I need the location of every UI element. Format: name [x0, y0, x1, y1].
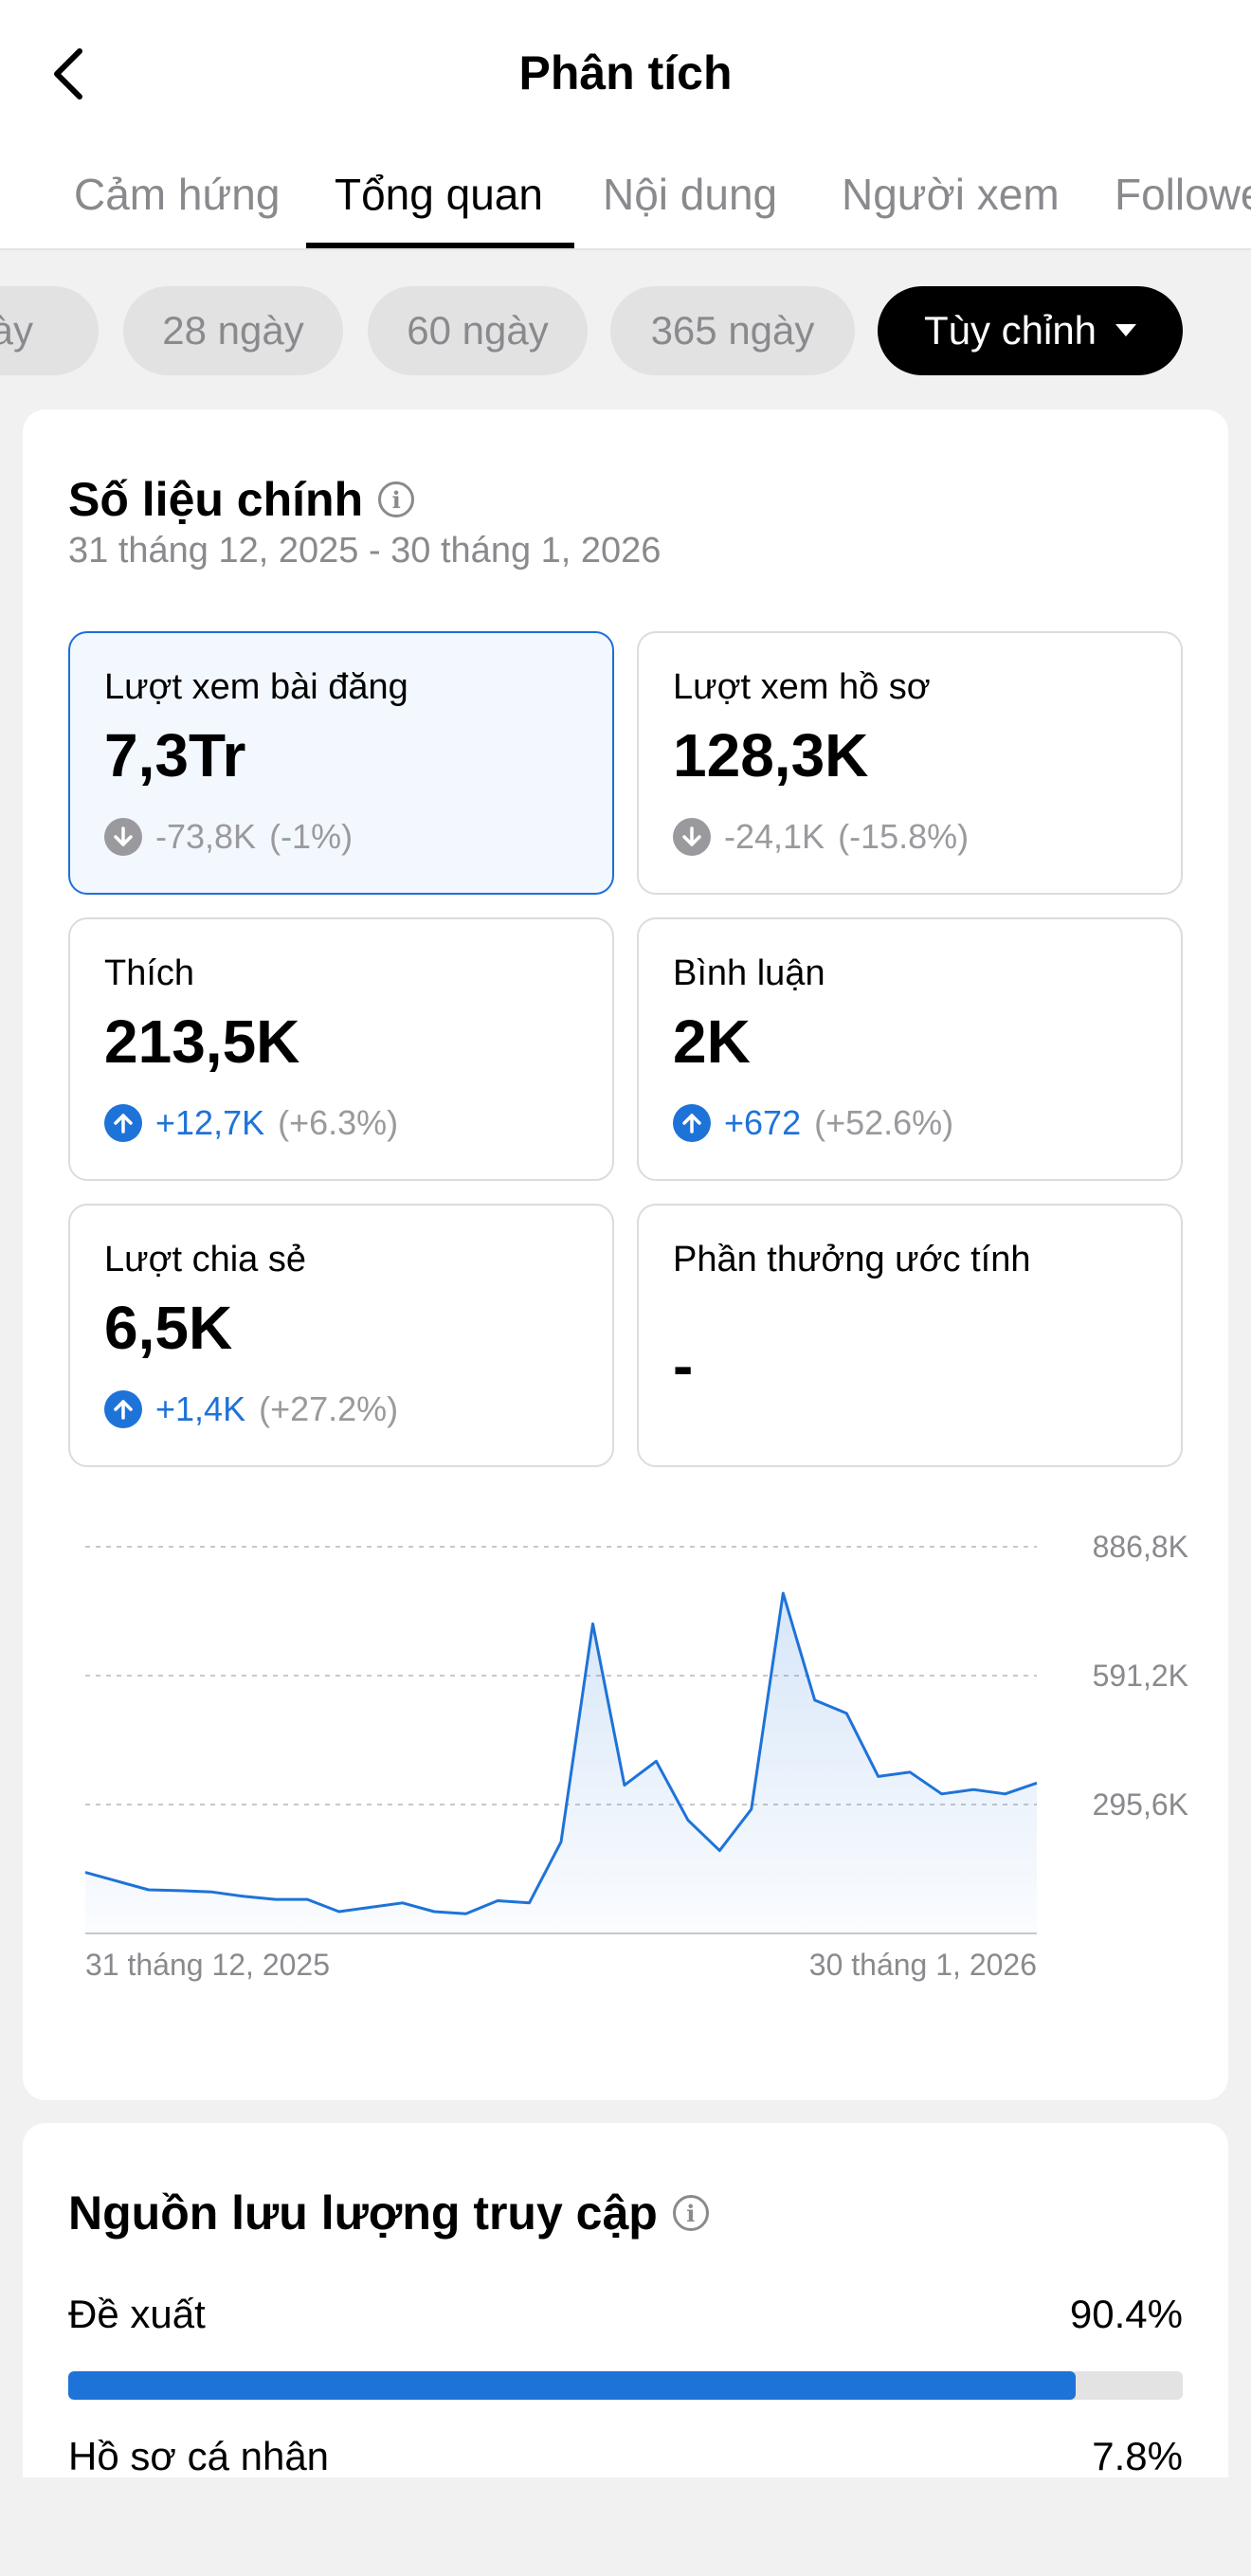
y-tick-label: 591,2K — [1093, 1659, 1188, 1693]
change-value: +672 — [724, 1103, 802, 1142]
change-percent: (+52.6%) — [814, 1103, 954, 1142]
traffic-bar — [68, 2371, 1183, 2400]
range-chip-label: 28 ngày — [162, 308, 304, 353]
back-button[interactable] — [38, 40, 99, 108]
metric-value: - — [673, 1332, 694, 1400]
x-axis-end-label: 30 tháng 1, 2026 — [809, 1948, 1037, 1982]
metric-value: 6,5K — [104, 1294, 233, 1362]
change-value: -73,8K — [155, 817, 257, 856]
x-axis-start-label: 31 tháng 12, 2025 — [85, 1948, 330, 1982]
chart-series-line — [84, 1591, 1038, 1915]
range-chip-label: 60 ngày — [407, 308, 549, 353]
top-bar: Phân tích — [0, 0, 1251, 248]
metric-change: -24,1K (-15.8%) — [673, 817, 969, 857]
arrow-down-icon — [104, 818, 142, 856]
traffic-source-title-text: Nguồn lưu lượng truy cập — [68, 2186, 658, 2240]
info-icon[interactable]: i — [672, 2195, 709, 2231]
metric-label: Bình luận — [673, 953, 825, 993]
change-percent: (+27.2%) — [259, 1389, 399, 1428]
chart-area-fill — [85, 1593, 1037, 1933]
y-tick-label: 295,6K — [1093, 1787, 1188, 1822]
range-chip-60-days[interactable]: 60 ngày — [368, 286, 588, 375]
post-views-chart: 295,6K 591,2K 886,8K 31 tháng 12, 2025 30 … — [84, 1530, 1188, 1982]
arrow-down-icon — [673, 818, 711, 856]
change-value: +1,4K — [155, 1389, 246, 1428]
traffic-label: Đề xuất — [68, 2292, 206, 2336]
metric-value: 213,5K — [104, 1007, 300, 1076]
change-value: +12,7K — [155, 1103, 265, 1142]
change-percent: (-15.8%) — [838, 817, 970, 856]
key-metrics-title-text: Số liệu chính — [68, 473, 364, 526]
key-metrics-title: Số liệu chính i — [68, 472, 415, 527]
active-tab-indicator — [306, 243, 574, 248]
range-chip-label: 365 ngày — [650, 308, 815, 353]
range-chip-label: 7 ngày — [0, 308, 34, 353]
metric-label: Phần thưởng ước tính — [673, 1240, 1031, 1279]
traffic-percent: 7.8% — [1092, 2434, 1183, 2478]
traffic-label: Hồ sơ cá nhân — [68, 2434, 330, 2478]
arrow-up-icon — [104, 1390, 142, 1428]
change-percent: (+6.3%) — [278, 1103, 399, 1142]
tab-content[interactable]: Nội dung — [603, 170, 778, 219]
metric-label: Lượt xem hồ sơ — [673, 667, 931, 707]
range-chip-28-days[interactable]: 28 ngày — [123, 286, 343, 375]
date-range: 31 tháng 12, 2025 - 30 tháng 1, 2026 — [68, 531, 662, 571]
tab-inspiration[interactable]: Cảm hứng — [74, 170, 281, 219]
info-icon[interactable]: i — [378, 481, 415, 517]
metric-card-likes[interactable]: Thích 213,5K +12,7K (+6.3%) — [68, 917, 614, 1181]
metric-card-estimated-rewards[interactable]: Phần thưởng ước tính - — [637, 1204, 1183, 1467]
range-chip-365-days[interactable]: 365 ngày — [610, 286, 855, 375]
traffic-percent: 90.4% — [1069, 2292, 1183, 2336]
key-metrics-card: Số liệu chính i 31 tháng 12, 2025 - 30 t… — [23, 409, 1228, 2100]
tab-viewers[interactable]: Người xem — [842, 170, 1060, 219]
metric-label: Lượt chia sẻ — [104, 1240, 307, 1279]
metric-change: +672 (+52.6%) — [673, 1103, 953, 1143]
bottom-safe-area — [0, 2477, 1251, 2576]
range-selector: 7 ngày 28 ngày 60 ngày 365 ngày Tùy chỉn… — [0, 250, 1251, 411]
metric-value: 2K — [673, 1007, 751, 1076]
metric-card-post-views[interactable]: Lượt xem bài đăng 7,3Tr -73,8K (-1%) — [68, 631, 614, 895]
metric-value: 7,3Tr — [104, 721, 246, 789]
change-value: -24,1K — [724, 817, 825, 856]
tab-followers[interactable]: Follower — [1115, 170, 1251, 219]
metric-change: +1,4K (+27.2%) — [104, 1389, 398, 1429]
arrow-up-icon — [673, 1104, 711, 1142]
range-chip-7-days[interactable]: 7 ngày — [0, 286, 99, 375]
tab-bar: Cảm hứng Tổng quan Nội dung Người xem Fo… — [0, 152, 1251, 250]
tab-overview[interactable]: Tổng quan — [335, 170, 543, 219]
range-chip-custom[interactable]: Tùy chỉnh — [878, 286, 1183, 375]
metric-card-shares[interactable]: Lượt chia sẻ 6,5K +1,4K (+27.2%) — [68, 1204, 614, 1467]
metric-label: Lượt xem bài đăng — [104, 667, 408, 707]
metric-label: Thích — [104, 953, 195, 993]
arrow-up-icon — [104, 1104, 142, 1142]
traffic-source-title: Nguồn lưu lượng truy cập i — [68, 2186, 709, 2240]
metric-change: -73,8K (-1%) — [104, 817, 353, 857]
change-percent: (-1%) — [269, 817, 354, 856]
page-title: Phân tích — [518, 46, 733, 100]
range-chip-label: Tùy chỉnh — [923, 308, 1097, 353]
metric-value: 128,3K — [673, 721, 869, 789]
caret-down-icon — [1115, 324, 1137, 336]
metric-card-comments[interactable]: Bình luận 2K +672 (+52.6%) — [637, 917, 1183, 1181]
y-tick-label: 886,8K — [1093, 1530, 1188, 1564]
chevron-left-icon — [54, 48, 82, 100]
traffic-bar-fill — [68, 2371, 1077, 2400]
metric-change: +12,7K (+6.3%) — [104, 1103, 398, 1143]
metric-card-profile-views[interactable]: Lượt xem hồ sơ 128,3K -24,1K (-15.8%) — [637, 631, 1183, 895]
